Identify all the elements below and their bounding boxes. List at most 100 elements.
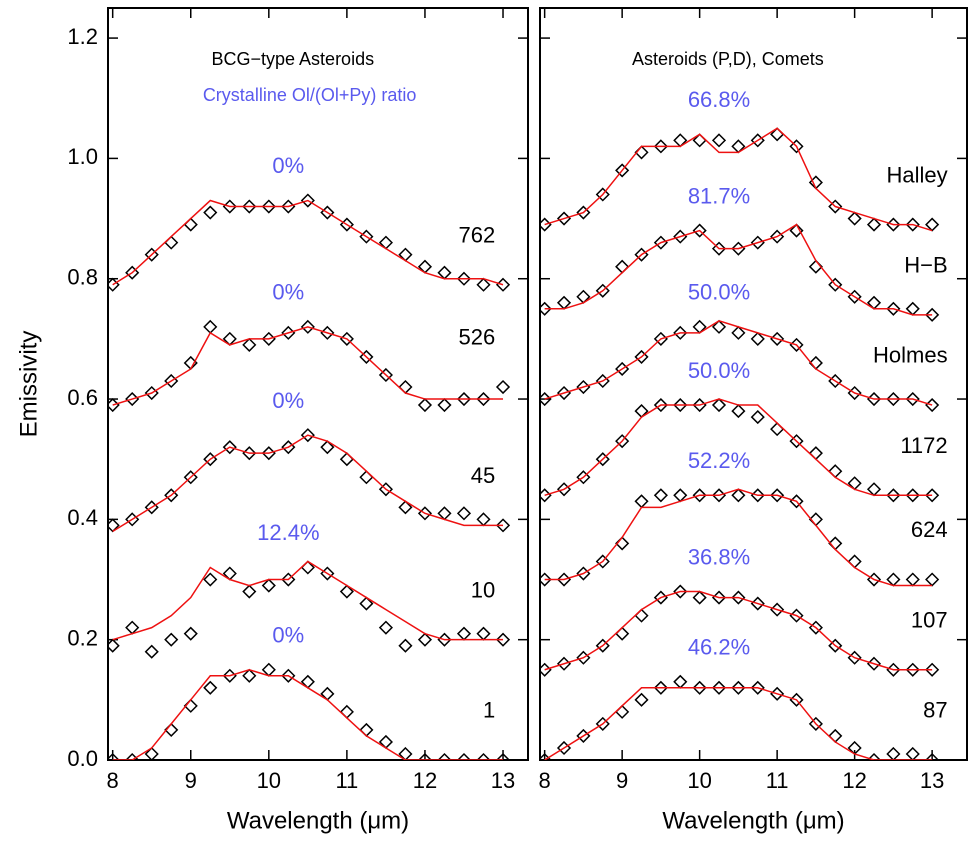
- observed-point: [905, 488, 920, 503]
- observed-point: [673, 584, 688, 599]
- model-line: [112, 199, 504, 286]
- observed-point: [339, 704, 354, 719]
- plot-frame: [107, 7, 529, 761]
- observed-point: [476, 626, 491, 641]
- observed-point: [417, 632, 433, 647]
- observed-point: [750, 410, 765, 425]
- observed-point: [711, 241, 727, 256]
- observed-point: [634, 349, 649, 364]
- x-axis-label: Wavelength (μm): [227, 807, 409, 834]
- y-axis-label: Emissivity: [15, 331, 42, 438]
- observed-point: [847, 211, 862, 226]
- object-label: 1172: [900, 433, 947, 458]
- observed-point: [125, 265, 140, 280]
- y-tick-label: 0.6: [67, 385, 98, 410]
- spectrum: [108, 193, 511, 292]
- ratio-label: 12.4%: [257, 520, 319, 545]
- observed-point: [925, 662, 940, 677]
- ratio-label: 50.0%: [688, 280, 750, 305]
- ratio-label: 36.8%: [688, 544, 750, 569]
- observed-point: [456, 626, 472, 641]
- observed-point: [925, 572, 940, 587]
- ratio-label: 0%: [272, 280, 304, 305]
- observed-point: [731, 404, 746, 419]
- y-tick-label: 1.0: [67, 144, 98, 169]
- spectrum: [540, 223, 940, 322]
- observed-point: [398, 379, 413, 395]
- observed-point: [692, 590, 707, 605]
- observed-point: [183, 626, 198, 641]
- observed-point: [692, 680, 707, 695]
- x-axis-label: Wavelength (μm): [662, 807, 844, 834]
- spectrum: [540, 488, 940, 587]
- observed-point: [770, 422, 785, 437]
- observed-point: [673, 674, 688, 689]
- x-tick-label: 8: [107, 768, 119, 793]
- observed-point: [540, 572, 552, 587]
- panel-subtitle: Crystalline Ol/(Ol+Py) ratio: [203, 85, 417, 105]
- observed-point: [595, 452, 610, 467]
- observed-point: [242, 584, 257, 599]
- x-tick-label: 13: [491, 768, 515, 793]
- observed-point: [711, 133, 727, 148]
- object-label: 87: [923, 698, 947, 723]
- model-line: [112, 668, 504, 760]
- observed-point: [300, 428, 315, 443]
- observed-point: [359, 470, 374, 485]
- observed-point: [595, 283, 610, 298]
- observed-point: [711, 319, 727, 334]
- y-tick-label: 0.8: [67, 265, 98, 290]
- observed-point: [144, 644, 159, 659]
- ratio-label: 0%: [272, 388, 304, 413]
- observed-point: [595, 716, 610, 731]
- object-label: H−B: [904, 253, 947, 278]
- ratio-label: 52.2%: [688, 448, 750, 473]
- observed-point: [653, 680, 668, 695]
- observed-point: [359, 596, 374, 611]
- observed-point: [183, 470, 198, 485]
- ratio-label: 0%: [272, 153, 304, 178]
- model-line: [112, 434, 504, 533]
- observed-point: [281, 668, 296, 683]
- observed-point: [615, 704, 630, 719]
- observed-point: [144, 746, 159, 760]
- observed-point: [495, 379, 511, 395]
- observed-point: [183, 217, 198, 232]
- y-tick-label: 0.4: [67, 505, 98, 530]
- model-line: [544, 687, 933, 760]
- observed-point: [183, 355, 198, 371]
- x-tick-label: 11: [766, 768, 789, 793]
- observed-point: [653, 488, 668, 503]
- observed-point: [359, 722, 374, 737]
- observed-point: [339, 452, 354, 467]
- observed-point: [595, 554, 610, 569]
- observed-point: [203, 572, 218, 587]
- observed-point: [456, 271, 472, 286]
- y-tick-label: 1.2: [67, 24, 98, 49]
- observed-point: [576, 470, 591, 485]
- observed-point: [495, 752, 511, 760]
- observed-point: [203, 680, 218, 695]
- model-line: [112, 326, 504, 406]
- observed-point: [476, 277, 491, 292]
- observed-point: [828, 728, 843, 743]
- observed-point: [731, 590, 746, 605]
- spectrum: [108, 560, 511, 659]
- model-line: [544, 127, 933, 232]
- observed-point: [378, 367, 393, 383]
- model-line: [112, 560, 504, 641]
- panel-title: Asteroids (P,D), Comets: [632, 49, 824, 69]
- observed-point: [828, 277, 843, 292]
- x-tick-label: 8: [539, 768, 551, 793]
- observed-point: [905, 662, 920, 677]
- observed-point: [905, 391, 920, 407]
- x-tick-label: 10: [257, 768, 281, 793]
- observed-point: [673, 325, 688, 340]
- observed-point: [398, 500, 413, 515]
- observed-point: [437, 752, 452, 760]
- plot-area: [108, 193, 511, 760]
- object-label: 526: [458, 325, 495, 350]
- ratio-label: 66.8%: [688, 87, 750, 112]
- model-line: [544, 590, 933, 671]
